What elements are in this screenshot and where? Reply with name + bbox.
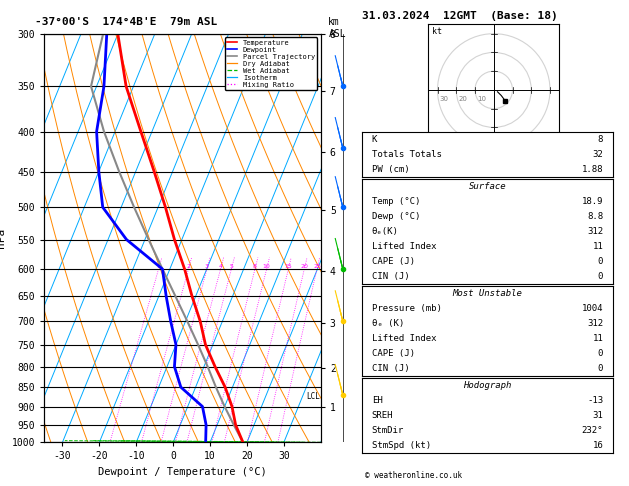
Text: Lifted Index: Lifted Index (372, 334, 437, 343)
Text: 8: 8 (598, 135, 603, 144)
Text: Temp (°C): Temp (°C) (372, 197, 420, 206)
Text: 32: 32 (593, 150, 603, 159)
X-axis label: Dewpoint / Temperature (°C): Dewpoint / Temperature (°C) (98, 467, 267, 477)
Text: 16: 16 (593, 441, 603, 450)
Text: 4: 4 (218, 264, 223, 269)
Text: -37°00'S  174°4B'E  79m ASL: -37°00'S 174°4B'E 79m ASL (35, 17, 217, 27)
Text: Hodograph: Hodograph (464, 381, 511, 390)
Text: 1: 1 (157, 264, 160, 269)
Text: 20: 20 (301, 264, 308, 269)
Text: 312: 312 (587, 319, 603, 328)
Text: 10: 10 (477, 96, 486, 102)
Text: PW (cm): PW (cm) (372, 165, 409, 174)
Text: StmSpd (kt): StmSpd (kt) (372, 441, 431, 450)
Text: CIN (J): CIN (J) (372, 364, 409, 373)
Text: 0: 0 (598, 257, 603, 266)
Text: 2: 2 (186, 264, 191, 269)
Text: CIN (J): CIN (J) (372, 272, 409, 281)
Text: 15: 15 (284, 264, 292, 269)
Text: K: K (372, 135, 377, 144)
Text: 3: 3 (205, 264, 209, 269)
Text: 232°: 232° (582, 426, 603, 435)
Text: SREH: SREH (372, 411, 393, 420)
Text: -13: -13 (587, 396, 603, 405)
Text: 0: 0 (598, 272, 603, 281)
Text: km
ASL: km ASL (328, 17, 346, 38)
Text: EH: EH (372, 396, 382, 405)
Text: 5: 5 (230, 264, 233, 269)
Text: kt: kt (432, 27, 442, 35)
Text: θₑ(K): θₑ(K) (372, 227, 399, 236)
Text: CAPE (J): CAPE (J) (372, 349, 415, 358)
Text: 11: 11 (593, 334, 603, 343)
Text: θₑ (K): θₑ (K) (372, 319, 404, 328)
Text: 11: 11 (593, 242, 603, 251)
Text: 20: 20 (458, 96, 467, 102)
Text: Lifted Index: Lifted Index (372, 242, 437, 251)
Text: Pressure (mb): Pressure (mb) (372, 304, 442, 313)
Y-axis label: hPa: hPa (0, 228, 6, 248)
Text: CAPE (J): CAPE (J) (372, 257, 415, 266)
Text: LCL: LCL (306, 393, 320, 401)
Text: 1.88: 1.88 (582, 165, 603, 174)
Text: StmDir: StmDir (372, 426, 404, 435)
Text: 31.03.2024  12GMT  (Base: 18): 31.03.2024 12GMT (Base: 18) (362, 11, 557, 21)
Text: 30: 30 (440, 96, 448, 102)
Text: 18.9: 18.9 (582, 197, 603, 206)
Text: 8: 8 (253, 264, 257, 269)
Text: 25: 25 (313, 264, 321, 269)
Text: 312: 312 (587, 227, 603, 236)
Text: 0: 0 (598, 349, 603, 358)
Text: Most Unstable: Most Unstable (452, 289, 523, 298)
Text: 31: 31 (593, 411, 603, 420)
Legend: Temperature, Dewpoint, Parcel Trajectory, Dry Adiabat, Wet Adiabat, Isotherm, Mi: Temperature, Dewpoint, Parcel Trajectory… (225, 37, 317, 90)
Text: 8.8: 8.8 (587, 212, 603, 221)
Text: 1004: 1004 (582, 304, 603, 313)
Text: Totals Totals: Totals Totals (372, 150, 442, 159)
Text: Surface: Surface (469, 182, 506, 191)
Text: Dewp (°C): Dewp (°C) (372, 212, 420, 221)
Text: © weatheronline.co.uk: © weatheronline.co.uk (365, 471, 462, 480)
Text: 0: 0 (598, 364, 603, 373)
Text: 10: 10 (263, 264, 270, 269)
